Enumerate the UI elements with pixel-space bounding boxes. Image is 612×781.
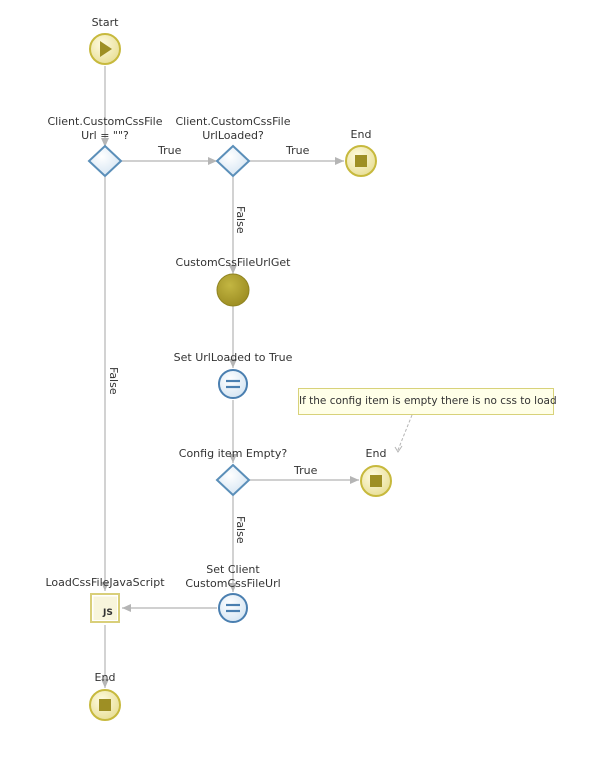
edge-label-true-config: True (294, 464, 318, 477)
js-node-label: LoadCssFileJavaScript (45, 576, 165, 589)
end-node-top[interactable] (345, 145, 377, 177)
comment-note[interactable]: If the config item is empty there is no … (298, 388, 557, 415)
comment-pointer-tip (394, 445, 403, 453)
check-loaded-label: Client.CustomCssFile UrlLoaded? (175, 115, 291, 142)
check-url-empty-label: Client.CustomCssFile Url = ""? (47, 115, 163, 142)
end-bottom-label: End (94, 671, 116, 684)
end-top-label: End (350, 128, 372, 141)
edge-label-false-url: False (107, 367, 120, 395)
server-action-label: CustomCssFileUrlGet (175, 256, 291, 269)
edge-label-true-1: True (158, 144, 182, 157)
stop-icon (355, 155, 367, 167)
server-action-node[interactable] (216, 273, 250, 307)
config-empty-label: Config item Empty? (178, 447, 288, 460)
js-badge: JS (103, 608, 113, 618)
assign-url-label: Set Client CustomCssFileUrl (185, 563, 281, 590)
assign-loaded-label: Set UrlLoaded to True (173, 351, 293, 364)
end-node-mid[interactable] (360, 465, 392, 497)
javascript-node[interactable] (90, 593, 120, 623)
edge-label-true-2: True (286, 144, 310, 157)
connectors (101, 66, 359, 688)
edge-label-false-loaded: False (234, 206, 247, 234)
assign-node-loaded[interactable] (218, 369, 248, 399)
edge-label-false-config: False (234, 516, 247, 544)
start-node[interactable] (89, 33, 121, 65)
end-mid-label: End (365, 447, 387, 460)
decision-url-empty[interactable] (87, 144, 123, 178)
stop-icon (370, 475, 382, 487)
end-node-bottom[interactable] (89, 689, 121, 721)
play-icon (100, 41, 112, 57)
comment-pointer (397, 414, 413, 451)
assign-node-url[interactable] (218, 593, 248, 623)
decision-url-loaded[interactable] (215, 144, 251, 178)
decision-config-empty[interactable] (215, 463, 251, 497)
stop-icon (99, 699, 111, 711)
start-label: Start (91, 16, 119, 29)
